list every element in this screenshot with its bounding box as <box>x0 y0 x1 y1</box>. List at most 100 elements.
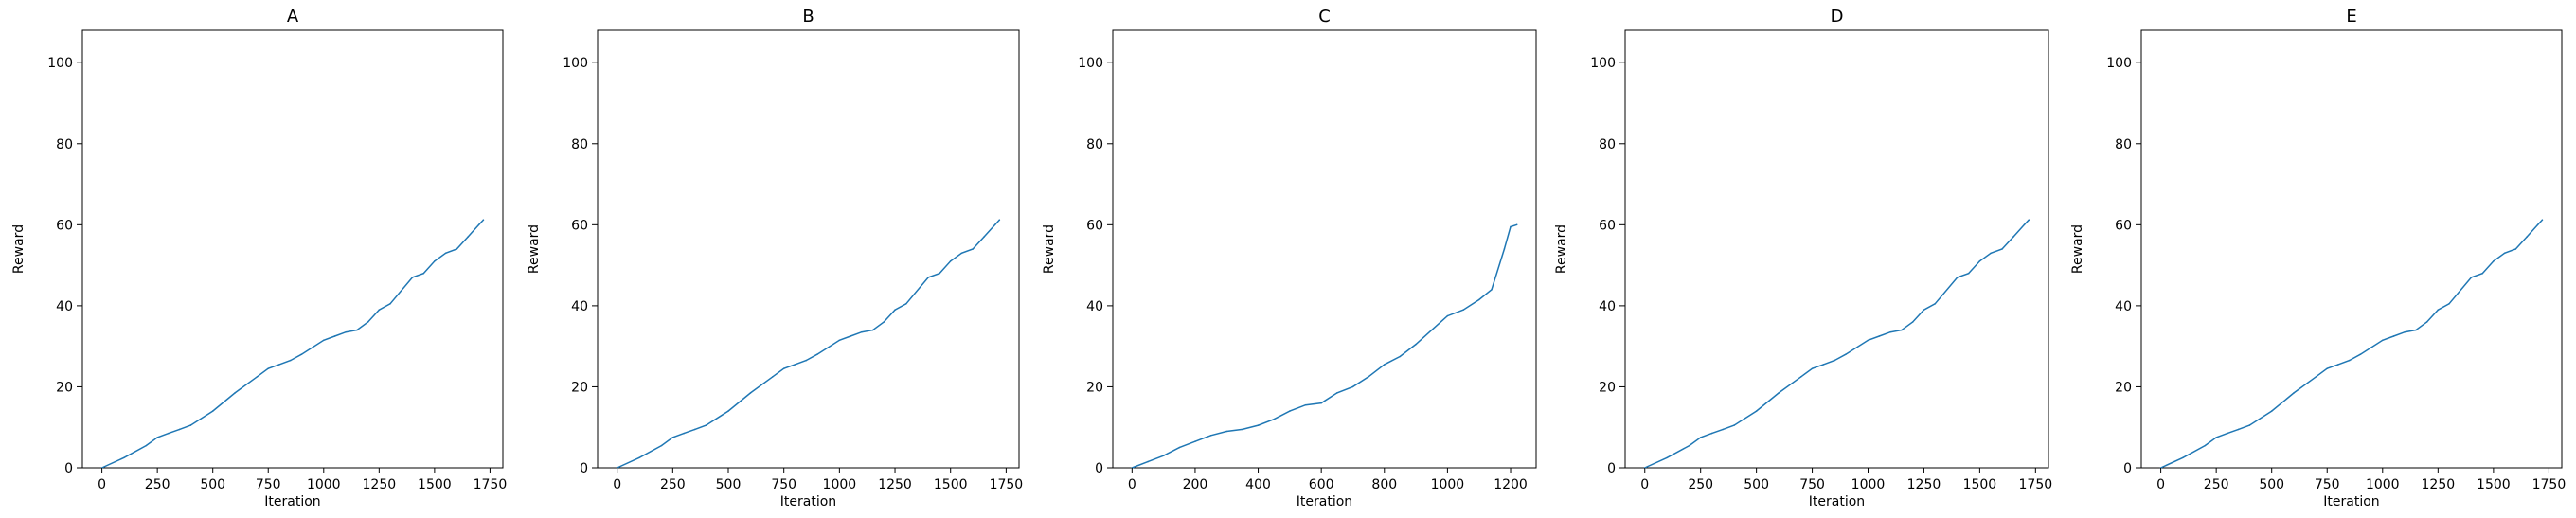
x-tick-label: 500 <box>2259 477 2284 492</box>
data-point <box>2293 392 2295 394</box>
data-point <box>816 353 818 356</box>
y-axis-label: Reward <box>1042 224 1057 274</box>
data-point <box>1162 455 1165 457</box>
data-point <box>2382 339 2384 342</box>
x-tick-label: 250 <box>1688 477 1713 492</box>
x-tick-label: 1250 <box>2422 477 2456 492</box>
y-tick-label: 80 <box>2115 137 2132 152</box>
data-point <box>1368 376 1369 378</box>
data-point <box>2215 437 2217 438</box>
data-point <box>2182 456 2184 459</box>
data-point <box>1273 418 1275 420</box>
x-tick-label: 1500 <box>418 477 452 492</box>
data-point <box>1800 376 1802 378</box>
data-point <box>1515 223 1518 226</box>
y-tick-label: 40 <box>1086 299 1103 314</box>
data-point <box>1889 330 1891 333</box>
data-point <box>2227 432 2228 435</box>
data-point <box>1990 252 1992 255</box>
data-point <box>278 364 280 366</box>
axes-frame <box>1624 29 2049 469</box>
data-point <box>927 277 929 278</box>
x-tick-label: 1750 <box>2019 477 2053 492</box>
x-tick-label: 1750 <box>474 477 508 492</box>
chart-title: A <box>287 7 299 27</box>
data-point <box>1867 339 1869 342</box>
x-tick-label: 200 <box>1183 477 1208 492</box>
data-point <box>2023 223 2026 226</box>
data-point <box>894 309 896 312</box>
data-point <box>2028 219 2030 221</box>
x-tick-label: 1500 <box>2477 477 2511 492</box>
y-tick-label: 100 <box>2106 56 2132 71</box>
data-point <box>1491 289 1493 291</box>
data-point <box>1934 303 1936 305</box>
data-point <box>1178 446 1181 449</box>
data-point <box>1510 225 1512 228</box>
data-point <box>267 367 270 370</box>
data-point <box>1225 430 1227 433</box>
data-point <box>2415 329 2417 331</box>
x-tick-label: 600 <box>1309 477 1334 492</box>
chart-panel-1: 0 250 500 750 1000 1250 1500 1750 0 20 40 60 80 100 A I… <box>11 7 507 509</box>
data-point <box>256 376 259 378</box>
y-tick-label: 60 <box>1599 218 1616 233</box>
chart-panel-2: 0 250 500 750 1000 1250 1500 1750 0 20 40 60 80 100 B I… <box>527 7 1023 509</box>
y-axis-label: Reward <box>1554 224 1569 274</box>
y-tick-label: 80 <box>571 137 588 152</box>
data-point <box>1901 329 1903 331</box>
x-tick-label: 750 <box>256 477 281 492</box>
data-point <box>2248 424 2251 426</box>
data-point <box>1289 410 1291 412</box>
x-tick-label: 1250 <box>1907 477 1941 492</box>
data-point <box>1923 309 1925 312</box>
data-point <box>2536 223 2539 226</box>
x-tick-label: 250 <box>2204 477 2229 492</box>
data-point <box>749 392 752 394</box>
data-point <box>871 329 874 331</box>
data-point <box>145 444 148 447</box>
data-point <box>2337 364 2339 366</box>
chart-title: C <box>1318 7 1331 27</box>
y-tick-label: 20 <box>571 380 588 395</box>
x-tick-label: 1750 <box>990 477 1024 492</box>
data-point <box>1666 456 1669 459</box>
data-point <box>972 248 974 250</box>
x-tick-label: 750 <box>2315 477 2340 492</box>
data-point <box>2392 335 2395 337</box>
data-point <box>2541 219 2544 221</box>
chart-panel-4: 0 250 500 750 1000 1250 1500 1750 0 20 40 60 80 100 D I… <box>1554 7 2052 509</box>
y-tick-label: 0 <box>2123 461 2132 476</box>
x-axis-label: Iteration <box>1809 494 1865 509</box>
data-point <box>1878 335 1881 337</box>
data-point <box>1722 428 1725 431</box>
data-point <box>2315 376 2317 378</box>
data-point <box>1351 385 1354 388</box>
data-point <box>993 223 996 226</box>
x-tick-label: 1250 <box>878 477 912 492</box>
data-point <box>2514 248 2517 250</box>
data-point <box>444 252 447 255</box>
y-tick-label: 100 <box>47 56 73 71</box>
data-point <box>2425 321 2428 323</box>
data-point <box>2348 359 2351 362</box>
data-point <box>694 428 696 431</box>
data-point <box>660 444 663 447</box>
data-point <box>949 260 952 262</box>
y-tick-label: 60 <box>571 218 588 233</box>
data-point <box>211 410 214 412</box>
x-axis-label: Iteration <box>1297 494 1352 509</box>
data-point <box>1778 392 1780 394</box>
data-point <box>2404 330 2406 333</box>
x-axis-label: Iteration <box>264 494 320 509</box>
data-point <box>638 456 640 459</box>
x-tick-label: 1500 <box>1963 477 1997 492</box>
data-point <box>234 392 236 394</box>
data-point <box>1430 329 1433 331</box>
data-point <box>1147 460 1149 463</box>
data-point <box>2481 272 2483 275</box>
y-tick-label: 40 <box>2115 299 2132 314</box>
chart-panel-3: 0 200 400 600 800 1000 1200 0 20 40 60 80 100 C Iterat… <box>1042 7 1537 509</box>
axes-frame <box>81 29 504 469</box>
